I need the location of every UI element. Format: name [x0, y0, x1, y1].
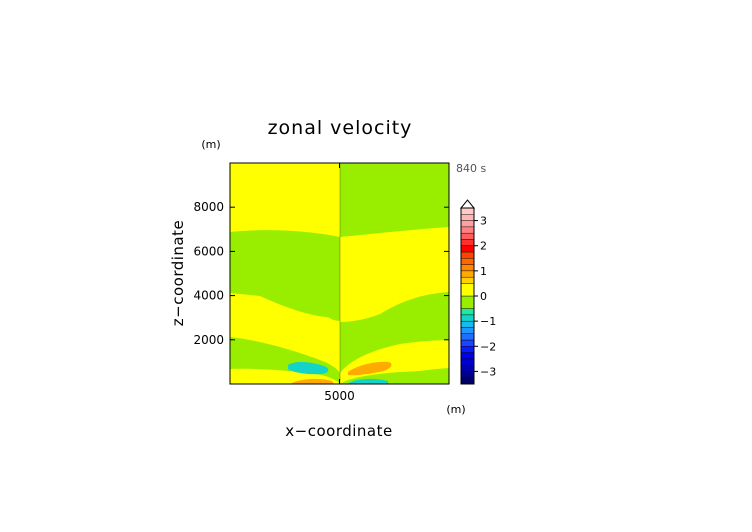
- colorbar-label: −3: [480, 365, 496, 378]
- colorbar-label: 2: [480, 240, 487, 253]
- colorbar-swatch: [460, 333, 475, 341]
- colorbar-swatch: [460, 364, 475, 372]
- bubble-left: [320, 281, 340, 321]
- colorbar-swatch: [460, 283, 475, 297]
- colorbar-label: −1: [480, 315, 496, 328]
- colorbar-label: 1: [480, 265, 487, 278]
- cell-left-negative: [288, 362, 329, 375]
- region-left-negative-band: [230, 230, 340, 318]
- colorbar-label: −2: [480, 340, 496, 353]
- colorbar-swatch: [460, 245, 475, 253]
- x-unit-label: (m): [446, 403, 465, 416]
- colorbar-swatch: [460, 339, 475, 347]
- colorbar-swatch: [460, 264, 475, 272]
- time-label: 840 s: [456, 162, 486, 175]
- colorbar-swatch: [460, 276, 475, 284]
- colorbar-swatch: [460, 295, 475, 309]
- colorbar-swatch: [460, 314, 475, 322]
- colorbar-label: 0: [480, 290, 487, 303]
- region-right-positive-band: [340, 227, 449, 322]
- colorbar-swatch: [460, 251, 475, 259]
- colorbar-swatch: [460, 371, 475, 378]
- colorbar-swatch: [460, 207, 475, 215]
- y-axis-label: z−coordinate: [169, 220, 187, 326]
- y-tick-label: 8000: [193, 200, 224, 214]
- y-axis: 2000 4000 6000 8000: [193, 200, 449, 347]
- y-tick-label: 4000: [193, 289, 224, 303]
- colorbar-swatch: [460, 346, 475, 353]
- colorbar-label: 3: [480, 215, 487, 228]
- y-unit-label: (m): [201, 138, 220, 151]
- x-axis-label: x−coordinate: [285, 422, 392, 440]
- plot-area: [229, 162, 450, 385]
- x-axis: 5000: [324, 163, 355, 403]
- colorbar-swatch: [460, 270, 475, 278]
- colorbar-swatch: [460, 308, 475, 316]
- colorbar-swatch: [460, 377, 475, 385]
- colorbar-swatch: [460, 226, 475, 234]
- colorbar-swatch: [460, 214, 475, 221]
- colorbar-swatch: [460, 239, 475, 246]
- chart-title: zonal velocity: [268, 117, 413, 139]
- colorbar-swatch: [460, 232, 475, 240]
- colorbar-swatch: [460, 258, 475, 265]
- cell-right-bottom-negative: [348, 378, 388, 384]
- cell-right-positive: [348, 361, 392, 376]
- colorbar-swatch: [460, 358, 475, 366]
- cell-left-bottom-positive: [290, 378, 334, 384]
- bubble-right: [340, 281, 360, 321]
- colorbar: −3 −2 −1 0 1 2 3: [459, 199, 496, 385]
- y-tick-label: 6000: [193, 244, 224, 258]
- colorbar-swatch: [460, 320, 475, 328]
- x-tick-label: 5000: [324, 389, 355, 403]
- colorbar-swatch: [460, 220, 475, 228]
- colorbar-extend-arrow: [459, 199, 476, 209]
- colorbar-swatch: [460, 327, 475, 334]
- y-tick-label: 2000: [193, 333, 224, 347]
- colorbar-swatch: [460, 352, 475, 360]
